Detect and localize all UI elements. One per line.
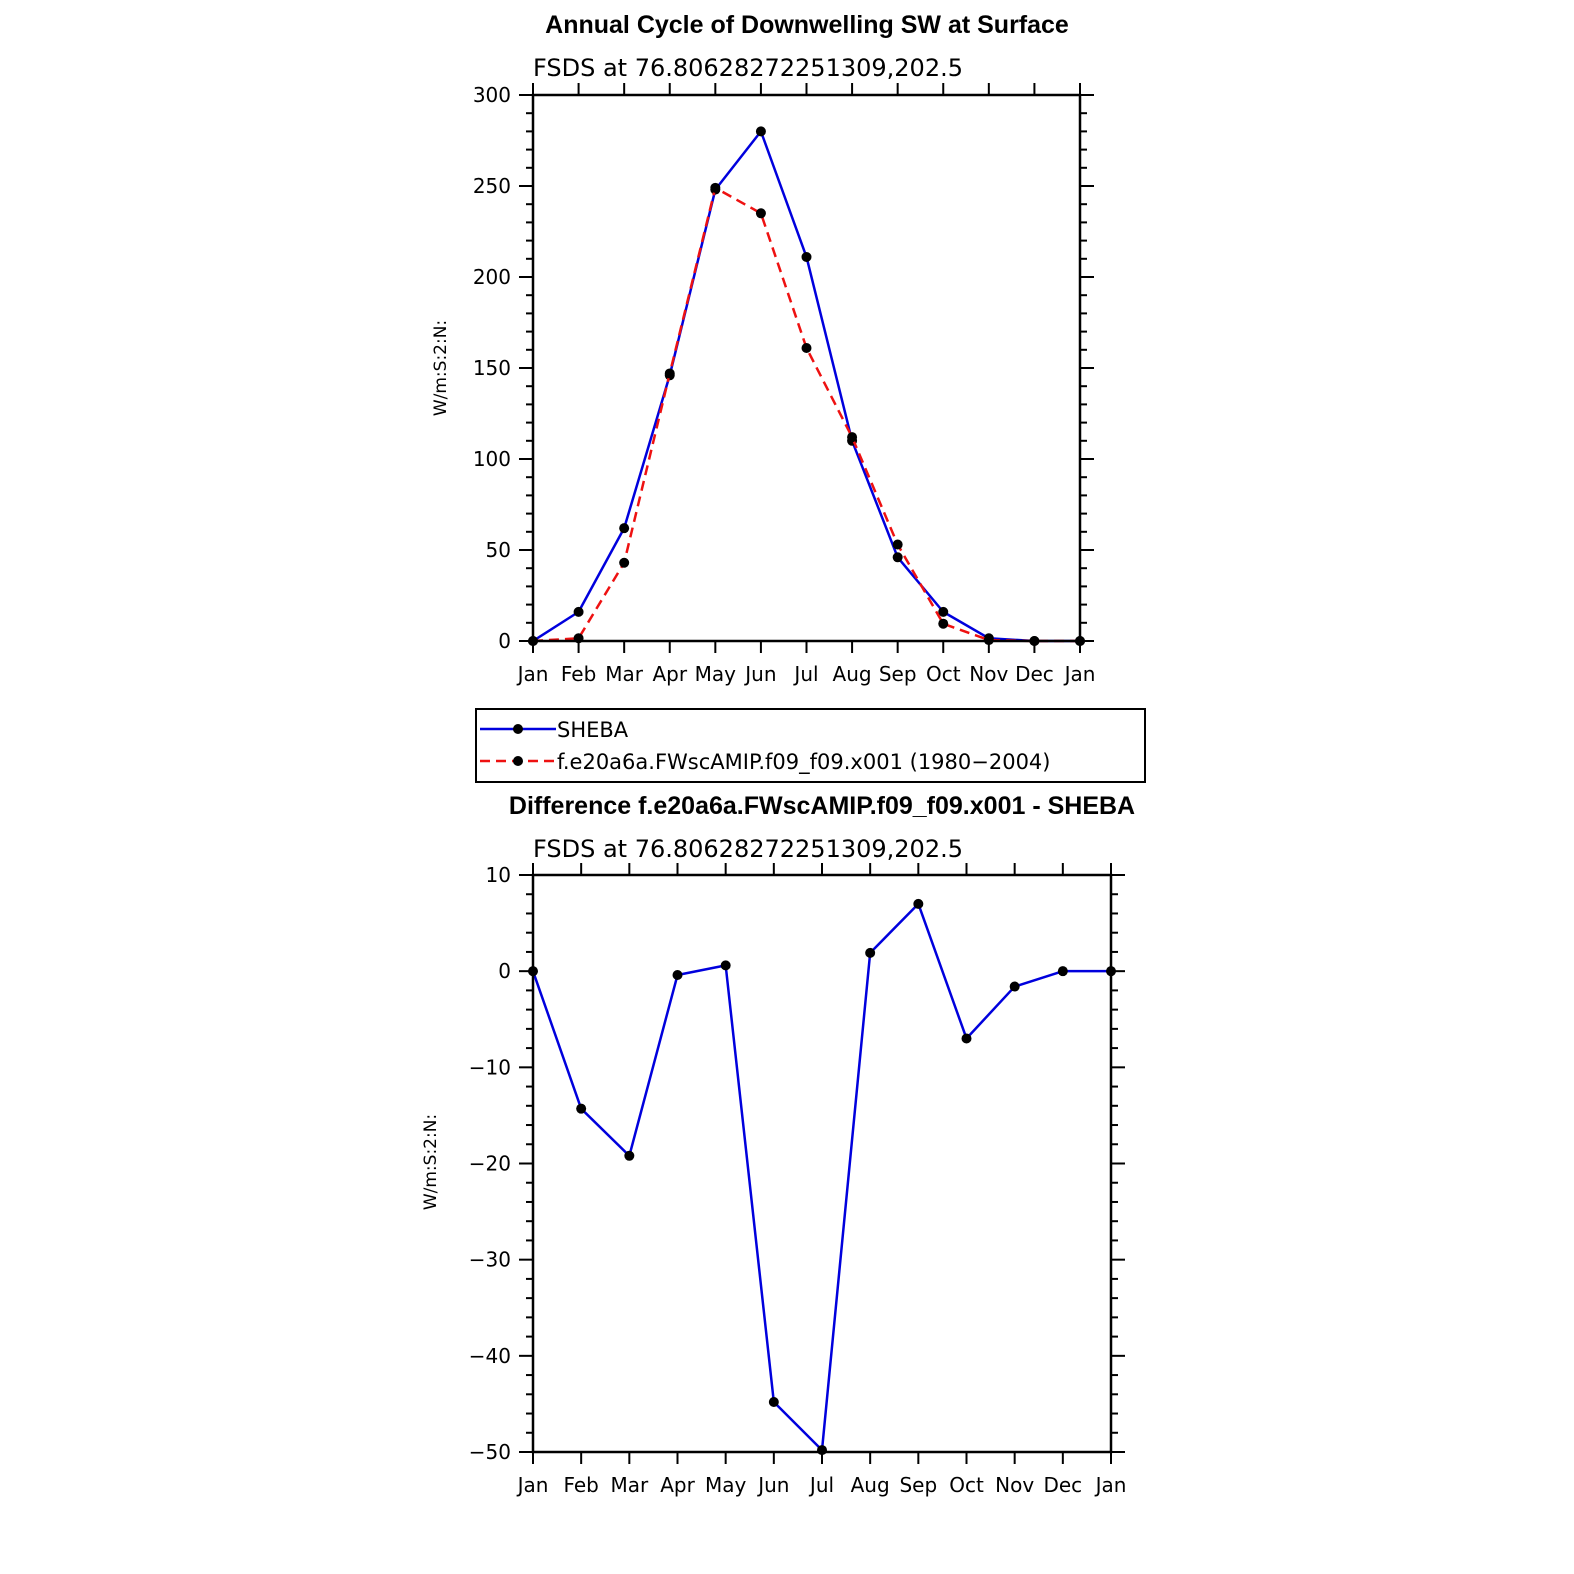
top-chart-xtick-label: Dec bbox=[1015, 662, 1054, 686]
bottom-chart-frame bbox=[531, 873, 1113, 1454]
top-chart-series-1-point bbox=[710, 182, 721, 193]
top-chart-ylabel: W/m:S:2:N: bbox=[431, 320, 451, 416]
bottom-chart-series-0-point bbox=[1009, 981, 1020, 992]
top-chart-xtick-label: Aug bbox=[833, 662, 872, 686]
top-chart-xtick-label: Mar bbox=[605, 662, 644, 686]
top-chart-series-1-point bbox=[801, 342, 812, 353]
bottom-chart-series-0-point bbox=[576, 1103, 587, 1114]
top-chart-ytick-label: 250 bbox=[473, 174, 511, 198]
bottom-chart-xtick-label: Jan bbox=[516, 1473, 549, 1497]
bottom-chart-subtitle: FSDS at 76.80628272251309,202.5 bbox=[533, 835, 963, 863]
top-chart-xtick-label: Jan bbox=[1063, 662, 1096, 686]
top-chart-series-1-point bbox=[619, 557, 630, 568]
bottom-chart-xtick-label: Jan bbox=[1094, 1473, 1127, 1497]
top-chart-series-0-point bbox=[619, 523, 630, 534]
bottom-chart-series-0-line bbox=[531, 902, 1111, 1452]
top-chart-series-0-point bbox=[573, 606, 584, 617]
bottom-chart-ytick-label: 10 bbox=[486, 863, 511, 887]
top-chart-ytick-label: 0 bbox=[498, 629, 511, 653]
bottom-chart-series-0-point bbox=[817, 1445, 827, 1456]
bottom-chart-xtick-label: Aug bbox=[851, 1473, 890, 1497]
top-chart-ytick-label: 300 bbox=[473, 83, 511, 107]
top-chart-xtick-label: Sep bbox=[879, 662, 917, 686]
top-chart-xtick-label: Jun bbox=[743, 662, 776, 686]
top-chart-series-1-point bbox=[847, 432, 858, 443]
legend-label-1: f.e20a6a.FWscAMIP.f09_f09.x001 (1980−200… bbox=[557, 750, 1051, 775]
bottom-chart-series-0-point bbox=[720, 960, 731, 971]
bottom-chart-series bbox=[528, 898, 1116, 1456]
top-chart-ytick-label: 200 bbox=[473, 265, 511, 289]
legend: SHEBA f.e20a6a.FWscAMIP.f09_f09.x001 (198… bbox=[475, 708, 1146, 783]
top-chart-frame bbox=[531, 93, 1082, 643]
bottom-chart-series-0-point bbox=[768, 1396, 779, 1407]
bottom-chart-ticks: Jan Feb Mar Apr May Jun Jul Aug Sep Oct Nov Dec Jan−… bbox=[469, 863, 1127, 1497]
top-chart-title: Annual Cycle of Downwelling SW at Surfac… bbox=[545, 11, 1069, 39]
bottom-chart-series-0-point bbox=[961, 1033, 972, 1044]
bottom-chart-xtick-label: Mar bbox=[610, 1473, 649, 1497]
bottom-chart-ytick-label: −40 bbox=[469, 1344, 511, 1368]
bottom-chart-xtick-label: Apr bbox=[660, 1473, 695, 1497]
top-chart-ticks: Jan Feb Mar Apr May Jun Jul Aug Sep Oct Nov Dec Jan0… bbox=[473, 83, 1096, 686]
top-chart-series-1-point bbox=[938, 618, 949, 629]
top-chart-series-1-point bbox=[664, 368, 675, 379]
bottom-chart-ytick-label: −20 bbox=[469, 1152, 511, 1176]
bottom-chart-xtick-label: May bbox=[705, 1473, 747, 1497]
legend-marker-1 bbox=[513, 756, 523, 766]
top-chart-series bbox=[528, 126, 1085, 646]
bottom-chart-xtick-label: Jul bbox=[808, 1473, 834, 1497]
legend-label-0: SHEBA bbox=[557, 718, 629, 742]
top-chart-ytick-label: 50 bbox=[486, 538, 511, 562]
bottom-chart-xtick-label: Dec bbox=[1043, 1473, 1082, 1497]
bottom-chart-series-0-point bbox=[624, 1150, 635, 1161]
top-chart-series-0-point bbox=[801, 251, 812, 262]
bottom-chart-ylabel: W/m:S:2:N: bbox=[421, 1114, 441, 1210]
bottom-chart-series-0-point bbox=[865, 947, 876, 958]
top-chart-series-0-point bbox=[938, 606, 949, 617]
bottom-chart-ytick-label: 0 bbox=[498, 959, 511, 983]
top-chart-ytick-label: 150 bbox=[473, 356, 511, 380]
top-chart-series-0-point bbox=[755, 126, 766, 137]
bottom-chart-xtick-label: Nov bbox=[995, 1473, 1034, 1497]
top-chart-ytick-label: 100 bbox=[473, 447, 511, 471]
top-chart-series-1-point bbox=[892, 539, 903, 550]
bottom-chart-xtick-label: Jun bbox=[756, 1473, 789, 1497]
bottom-chart-ytick-label: −30 bbox=[469, 1248, 511, 1272]
top-chart-xtick-label: Oct bbox=[926, 662, 961, 686]
top-chart-xtick-label: Feb bbox=[561, 662, 596, 686]
legend-box bbox=[475, 708, 1146, 783]
top-chart-xtick-label: May bbox=[695, 662, 737, 686]
bottom-chart-series-0-point bbox=[672, 970, 683, 981]
bottom-chart-xtick-label: Feb bbox=[563, 1473, 598, 1497]
bottom-chart-xtick-label: Sep bbox=[899, 1473, 937, 1497]
top-chart-series-0-line bbox=[532, 130, 1080, 643]
bottom-chart: Difference f.e20a6a.FWscAMIP.f09_f09.x00… bbox=[421, 792, 1135, 1497]
bottom-chart-ytick-label: −10 bbox=[469, 1055, 511, 1079]
bottom-chart-title: Difference f.e20a6a.FWscAMIP.f09_f09.x00… bbox=[509, 792, 1135, 820]
bottom-chart-xtick-label: Oct bbox=[949, 1473, 984, 1497]
legend-marker-0 bbox=[513, 724, 523, 734]
top-chart-series-1-point bbox=[755, 208, 766, 219]
legend-items: SHEBA f.e20a6a.FWscAMIP.f09_f09.x001 (198… bbox=[480, 718, 1051, 775]
bottom-chart-series-0-point bbox=[1057, 966, 1068, 977]
top-chart-xtick-label: Jan bbox=[516, 662, 549, 686]
bottom-chart-series-0-point bbox=[913, 898, 924, 909]
top-chart-series-0-point bbox=[892, 552, 903, 563]
bottom-chart-ytick-label: −50 bbox=[469, 1440, 511, 1464]
top-chart: Annual Cycle of Downwelling SW at Surfac… bbox=[431, 11, 1095, 686]
top-chart-subtitle: FSDS at 76.80628272251309,202.5 bbox=[533, 54, 963, 82]
top-chart-xtick-label: Apr bbox=[652, 662, 687, 686]
top-chart-xtick-label: Nov bbox=[969, 662, 1008, 686]
top-chart-xtick-label: Jul bbox=[792, 662, 818, 686]
